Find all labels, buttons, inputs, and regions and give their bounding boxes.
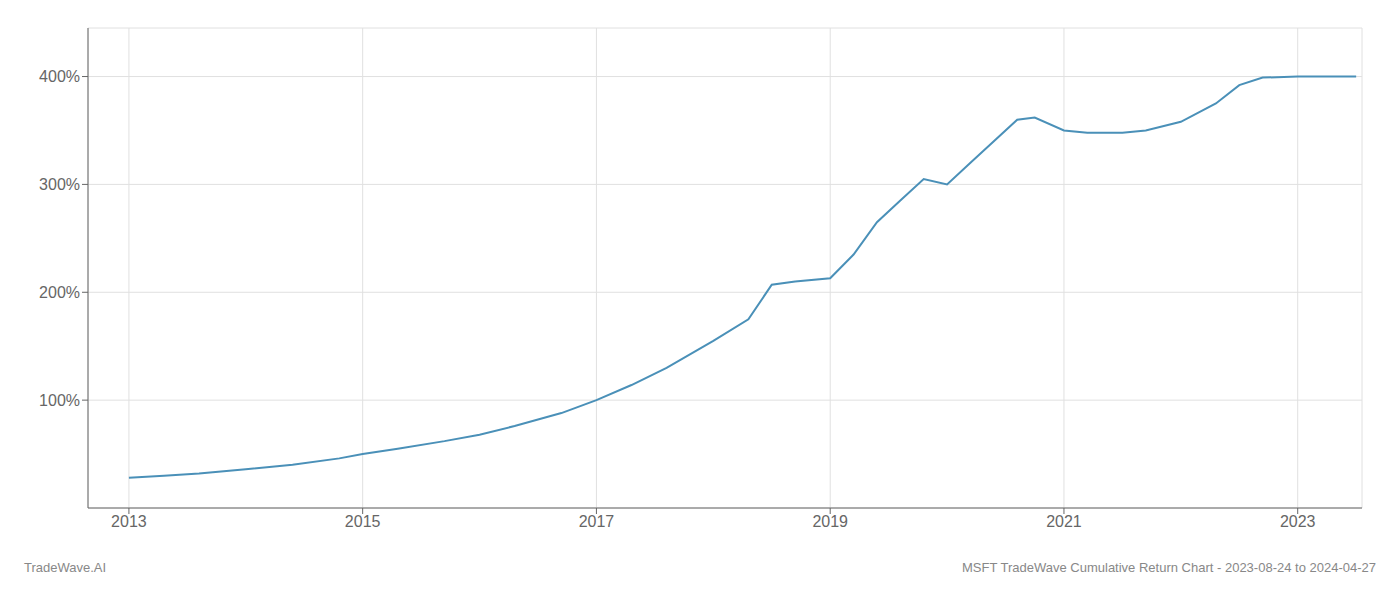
svg-text:100%: 100% (39, 392, 80, 409)
svg-text:400%: 400% (39, 68, 80, 85)
svg-text:2017: 2017 (579, 513, 615, 530)
svg-text:2021: 2021 (1046, 513, 1082, 530)
svg-text:2023: 2023 (1280, 513, 1316, 530)
svg-text:200%: 200% (39, 284, 80, 301)
svg-text:2019: 2019 (812, 513, 848, 530)
svg-text:2015: 2015 (345, 513, 381, 530)
html-text:MSFT TradeWave Cumulative Retu: MSFT TradeWave Cumulative Return Chart -… (962, 560, 1376, 575)
svg-text:300%: 300% (39, 176, 80, 193)
svg-text:2013: 2013 (111, 513, 147, 530)
html-text:TradeWave.AI: TradeWave.AI (24, 560, 107, 575)
